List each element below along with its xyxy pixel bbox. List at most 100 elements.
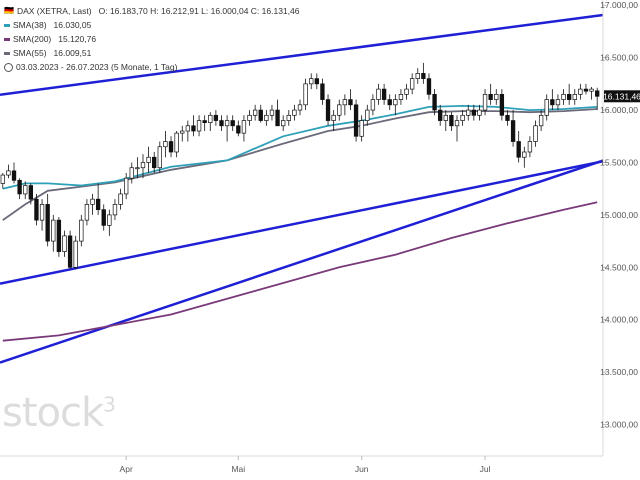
candle-body [236, 125, 241, 134]
candle-body [488, 93, 493, 100]
last-price-value: 16.131,46 [603, 91, 640, 101]
candle-body [230, 120, 235, 127]
trendline-2 [0, 160, 604, 285]
candle-body [398, 93, 404, 100]
candle-body [112, 204, 118, 216]
y-tick-label: 14.000,00 [600, 315, 638, 325]
candle-body [163, 141, 168, 148]
candle-body [426, 78, 432, 95]
candle-body [118, 193, 123, 205]
candle-body [589, 88, 594, 92]
candle-body [224, 120, 230, 127]
candle-body [292, 109, 297, 116]
legend-sma38: SMA(38) 16.030,05 [4, 18, 299, 32]
candle-body [550, 99, 555, 106]
candle-body [438, 109, 443, 121]
candle-body [348, 99, 353, 106]
candle-body [129, 167, 134, 179]
candle-body [67, 235, 73, 268]
trendlines-layer [0, 13, 604, 364]
candle-body [510, 120, 516, 142]
candle-body [297, 104, 303, 111]
candle-body [95, 198, 101, 211]
candles-layer [0, 62, 600, 270]
y-axis-ticks: 17.000,00 16.500,00 16.000,00 15.500,00 15.0… [600, 0, 638, 429]
y-tick-label: 13.500,00 [600, 367, 638, 377]
candle-body [387, 99, 392, 106]
legend-sma200: SMA(200) 15.120,76 [4, 32, 299, 46]
candle-body [73, 240, 78, 268]
candle-body [477, 109, 482, 116]
x-tick-label: Mai [231, 464, 245, 474]
sma55-label: SMA(55) [13, 48, 47, 58]
candle-body [185, 125, 191, 132]
candle-body [533, 125, 538, 142]
candle-body [269, 109, 275, 116]
x-axis-ticks: Apr Mai Jun Jul [120, 456, 491, 474]
sma38-value: 16.030,05 [53, 20, 92, 30]
candle-body [583, 88, 589, 92]
candle-body [522, 151, 527, 158]
candle-body [471, 109, 477, 116]
candle-body [23, 185, 28, 195]
candle-body [62, 235, 67, 252]
x-tick-label: Apr [120, 464, 133, 474]
candle-body [527, 141, 533, 153]
candle-body [219, 120, 224, 127]
germany-flag-icon: 🇩🇪 [4, 6, 14, 15]
sma55-swatch [4, 51, 10, 55]
candle-body [516, 141, 521, 158]
last-price-tag: 16.131,46 [603, 90, 640, 103]
candle-body [79, 219, 84, 242]
candle-body [466, 109, 471, 116]
candle-body [494, 93, 499, 100]
candle-body [135, 167, 140, 170]
candle-body [561, 93, 566, 100]
candle-body [505, 114, 510, 121]
candle-body [303, 83, 308, 106]
y-tick-label: 15.500,00 [600, 157, 638, 167]
candle-body [309, 78, 314, 85]
candle-body [393, 99, 398, 106]
trendline-1 [0, 13, 604, 96]
candle-body [90, 198, 95, 205]
candle-body [247, 114, 252, 121]
candle-body [381, 88, 387, 100]
candle-body [538, 114, 544, 127]
candle-body [595, 90, 600, 97]
ohlc-values: O: 16.183,70 H: 16.212,91 L: 16.000,04 C… [98, 6, 300, 16]
legend-period: 03.03.2023 - 26.07.2023 (5 Monate, 1 Tag… [4, 60, 299, 74]
candle-body [275, 109, 280, 127]
candle-body [314, 78, 319, 85]
period-text: 03.03.2023 - 26.07.2023 (5 Monate, 1 Tag… [16, 62, 178, 72]
candle-body [202, 120, 207, 123]
candle-body [17, 179, 22, 195]
candle-body [264, 114, 269, 121]
candle-body [342, 99, 348, 106]
candle-body [34, 198, 39, 221]
sma200-label: SMA(200) [13, 34, 52, 44]
candle-body [191, 125, 196, 132]
y-tick-label: 17.000,00 [600, 0, 638, 10]
candle-body [286, 114, 291, 121]
candle-body [213, 114, 219, 121]
candle-body [376, 88, 381, 100]
candle-body [28, 185, 34, 200]
candle-body [566, 93, 572, 100]
candle-body [404, 88, 409, 95]
candle-body [11, 170, 17, 181]
candle-body [84, 204, 90, 221]
candle-body [140, 162, 146, 169]
candle-body [208, 114, 213, 123]
candle-body [146, 156, 151, 163]
candle-body [365, 109, 370, 121]
legend-sma55: SMA(55) 16.009,51 [4, 46, 299, 60]
candle-body [281, 120, 286, 127]
candle-body [578, 88, 583, 95]
candle-body [174, 132, 179, 153]
chart-legend: 🇩🇪 DAX (XETRA, Last) O: 16.183,70 H: 16.… [4, 4, 299, 74]
sma38-line [2, 104, 598, 190]
candle-body [359, 120, 364, 137]
candle-body [320, 83, 325, 100]
